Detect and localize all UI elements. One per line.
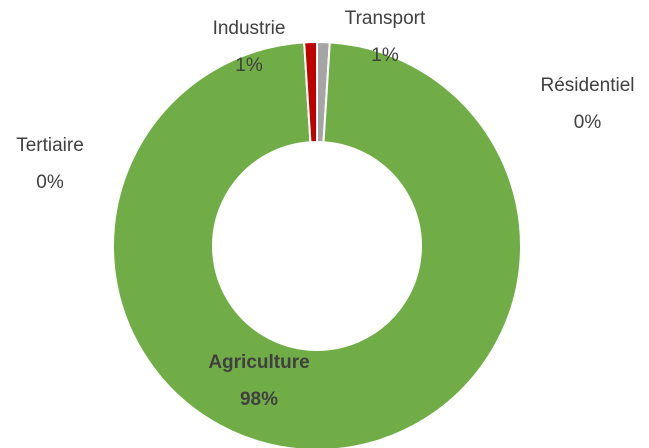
data-label: Résidentiel 0%: [525, 67, 649, 141]
label-value: 1%: [235, 55, 263, 76]
label-name: Résidentiel: [540, 75, 635, 96]
slice: [303, 40, 318, 144]
data-label: Transport 1%: [325, 0, 445, 74]
label-value: 0%: [36, 172, 64, 193]
data-label: Industrie 1%: [190, 10, 308, 84]
label-name: Transport: [344, 8, 426, 29]
data-label: Tertiaire 0%: [0, 127, 100, 201]
label-value: 1%: [371, 45, 399, 66]
label-name: Agriculture: [208, 352, 310, 373]
data-label: Agriculture 98%: [195, 344, 323, 418]
slice: [112, 41, 522, 448]
label-value: 0%: [573, 112, 602, 133]
label-value: 98%: [239, 389, 279, 410]
label-name: Tertiaire: [16, 135, 84, 156]
label-name: Industrie: [212, 18, 286, 39]
